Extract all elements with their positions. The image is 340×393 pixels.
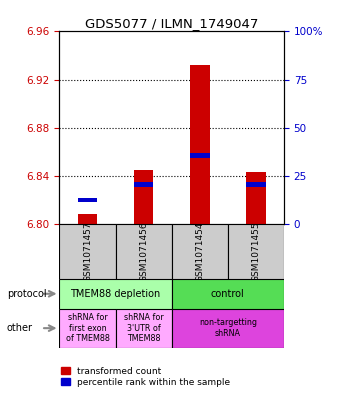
Bar: [246, 182, 266, 187]
Bar: [172, 279, 284, 309]
Legend: transformed count, percentile rank within the sample: transformed count, percentile rank withi…: [59, 365, 232, 389]
Bar: [134, 182, 153, 187]
Bar: [190, 65, 209, 224]
Text: TMEM88 depletion: TMEM88 depletion: [70, 289, 161, 299]
Bar: [246, 172, 266, 224]
Bar: [172, 309, 284, 348]
Title: GDS5077 / ILMN_1749047: GDS5077 / ILMN_1749047: [85, 17, 258, 30]
Bar: [190, 153, 209, 158]
Text: GSM1071457: GSM1071457: [83, 221, 92, 282]
Bar: [116, 224, 172, 279]
Text: control: control: [211, 289, 245, 299]
Bar: [172, 224, 228, 279]
Text: GSM1071454: GSM1071454: [195, 221, 204, 282]
Bar: [78, 198, 97, 202]
Bar: [228, 224, 284, 279]
Bar: [59, 279, 172, 309]
Text: shRNA for
first exon
of TMEM88: shRNA for first exon of TMEM88: [66, 313, 109, 343]
Text: shRNA for
3'UTR of
TMEM88: shRNA for 3'UTR of TMEM88: [124, 313, 164, 343]
Text: GSM1071456: GSM1071456: [139, 221, 148, 282]
Bar: [134, 170, 153, 224]
Bar: [116, 309, 172, 348]
Text: protocol: protocol: [7, 289, 47, 299]
Bar: [59, 309, 116, 348]
Text: other: other: [7, 323, 33, 333]
Text: GSM1071455: GSM1071455: [251, 221, 260, 282]
Text: non-targetting
shRNA: non-targetting shRNA: [199, 318, 257, 338]
Bar: [78, 215, 97, 224]
Bar: [59, 224, 116, 279]
